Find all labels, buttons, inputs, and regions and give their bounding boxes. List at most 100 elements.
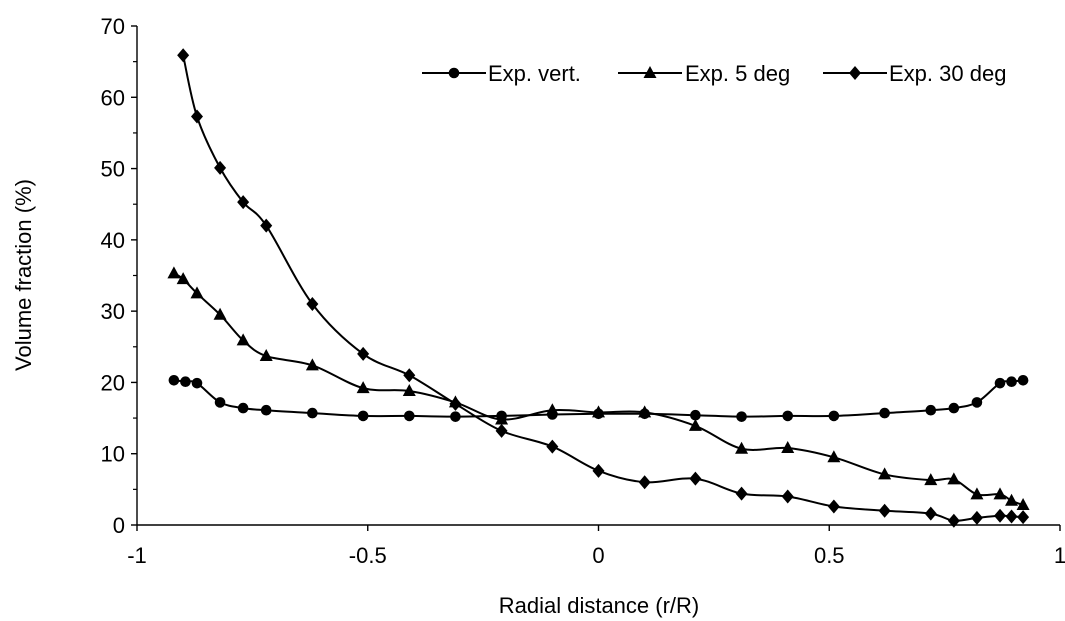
y-tick-label: 0 — [113, 513, 125, 538]
data-point-circle — [1017, 374, 1029, 386]
data-point-diamond — [849, 66, 861, 80]
data-point-circle — [948, 402, 960, 414]
data-point-triangle — [213, 307, 227, 320]
data-point-diamond — [878, 503, 891, 518]
x-tick-label: -0.5 — [349, 543, 387, 568]
data-point-circle — [357, 410, 369, 422]
legend-entry: Exp. vert. — [422, 61, 581, 86]
data-point-circle — [260, 404, 272, 416]
data-point-circle — [448, 67, 460, 79]
data-point-triangle — [1005, 493, 1019, 506]
data-point-triangle — [176, 272, 190, 285]
data-point-diamond — [546, 439, 559, 454]
data-point-diamond — [214, 160, 227, 175]
data-point-triangle — [688, 418, 702, 431]
data-point-diamond — [827, 499, 840, 514]
y-axis-title: Volume fraction (%) — [11, 179, 36, 371]
data-point-diamond — [924, 506, 937, 521]
data-point-triangle — [735, 441, 749, 454]
legend-entry: Exp. 5 deg — [618, 61, 790, 86]
data-point-diamond — [689, 471, 702, 486]
data-point-circle — [782, 410, 794, 422]
legend-label: Exp. vert. — [488, 61, 581, 86]
legend-label: Exp. 30 deg — [889, 61, 1006, 86]
data-point-diamond — [495, 423, 508, 438]
data-point-triangle — [305, 358, 319, 371]
data-point-diamond — [735, 486, 748, 501]
x-tick-label: 0.5 — [814, 543, 845, 568]
data-point-triangle — [236, 333, 250, 346]
data-point-diamond — [781, 489, 794, 504]
data-point-triangle — [827, 450, 841, 463]
data-point-circle — [214, 397, 226, 408]
legend: Exp. vert. Exp. 5 deg Exp. 30 deg — [422, 61, 1006, 86]
series-exp-5-deg — [167, 266, 1030, 511]
data-point-triangle — [643, 66, 657, 78]
axes: 0 10 20 30 40 50 60 70 -1 -0.5 0 0.5 1 — [101, 14, 1065, 568]
data-point-triangle — [402, 383, 416, 396]
data-point-circle — [1006, 376, 1017, 388]
y-tick-label: 60 — [101, 85, 125, 110]
data-point-triangle — [167, 266, 181, 279]
y-tick-label: 40 — [101, 228, 125, 253]
data-point-diamond — [994, 508, 1007, 523]
data-point-diamond — [638, 475, 651, 490]
data-point-circle — [828, 410, 840, 422]
data-point-triangle — [190, 286, 204, 299]
data-point-circle — [307, 407, 318, 419]
y-tick-label: 30 — [101, 299, 125, 324]
y-tick-label: 70 — [101, 14, 125, 39]
y-tick-label: 50 — [101, 157, 125, 182]
data-point-triangle — [970, 487, 984, 500]
data-point-circle — [736, 411, 747, 422]
x-axis-title: Radial distance (r/R) — [499, 593, 700, 618]
data-point-circle — [971, 397, 983, 408]
data-point-triangle — [545, 403, 559, 416]
series-area — [167, 48, 1030, 528]
data-point-diamond — [306, 297, 319, 312]
data-point-triangle — [592, 405, 605, 418]
data-point-diamond — [449, 396, 462, 411]
data-point-triangle — [1016, 498, 1030, 511]
data-point-diamond — [403, 368, 416, 383]
data-point-diamond — [260, 218, 273, 233]
x-tick-label: 1 — [1054, 543, 1065, 568]
data-point-diamond — [177, 48, 190, 63]
data-point-diamond — [592, 463, 605, 478]
data-point-diamond — [190, 109, 203, 124]
data-point-triangle — [356, 381, 370, 394]
data-point-triangle — [495, 412, 509, 425]
data-point-triangle — [993, 487, 1007, 500]
data-point-circle — [994, 377, 1006, 389]
data-point-circle — [450, 411, 461, 422]
data-point-circle — [925, 404, 937, 416]
x-tick-label: 0 — [592, 543, 604, 568]
data-point-triangle — [878, 467, 892, 480]
y-tick-label: 10 — [101, 442, 125, 467]
data-point-circle — [191, 377, 203, 389]
data-point-diamond — [947, 513, 960, 528]
data-point-circle — [237, 402, 249, 414]
data-point-circle — [879, 407, 890, 419]
legend-label: Exp. 5 deg — [685, 61, 790, 86]
legend-entry: Exp. 30 deg — [823, 61, 1006, 86]
x-tick-label: -1 — [127, 543, 147, 568]
data-point-circle — [403, 410, 415, 422]
data-point-diamond — [970, 510, 983, 525]
y-tick-label: 20 — [101, 370, 125, 395]
data-point-circle — [168, 374, 180, 386]
data-point-triangle — [781, 441, 795, 454]
data-point-diamond — [1017, 510, 1030, 525]
data-point-triangle — [947, 472, 961, 485]
data-point-diamond — [357, 346, 370, 361]
data-point-triangle — [259, 349, 273, 362]
data-point-circle — [690, 409, 701, 421]
data-point-circle — [180, 376, 191, 388]
data-point-diamond — [1005, 509, 1018, 524]
series-exp-30-deg — [177, 48, 1030, 528]
data-point-triangle — [638, 405, 652, 418]
data-point-triangle — [924, 473, 938, 486]
data-point-diamond — [237, 195, 250, 210]
